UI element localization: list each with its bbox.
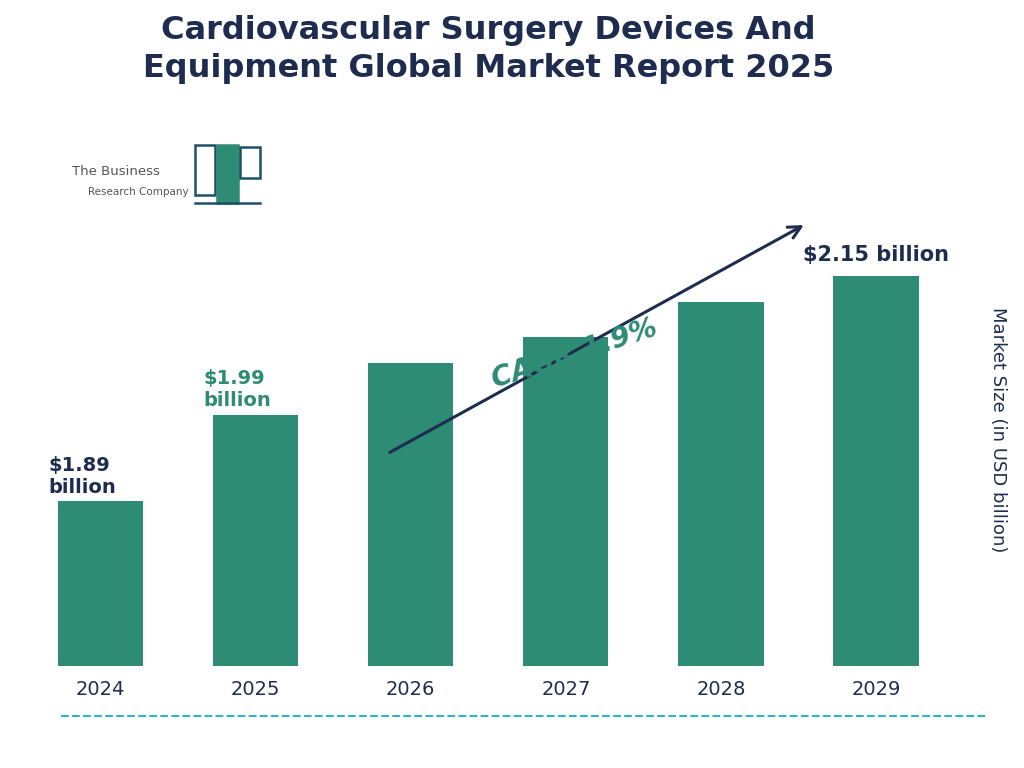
Bar: [195, 145, 215, 195]
Text: Market Size (in USD billion): Market Size (in USD billion): [989, 307, 1008, 553]
Bar: [213, 415, 298, 768]
Bar: [217, 145, 238, 204]
Bar: [678, 302, 764, 768]
Text: $1.99
billion: $1.99 billion: [204, 369, 271, 410]
Text: CAGR 1.9%: CAGR 1.9%: [488, 314, 660, 394]
Bar: [240, 147, 260, 178]
Bar: [834, 276, 919, 768]
Text: $2.15 billion: $2.15 billion: [803, 245, 949, 266]
Text: $1.89
billion: $1.89 billion: [48, 456, 116, 497]
Text: Research Company: Research Company: [88, 187, 188, 197]
Bar: [523, 336, 608, 768]
Text: The Business: The Business: [72, 165, 160, 178]
Bar: [57, 502, 143, 768]
Title: Cardiovascular Surgery Devices And
Equipment Global Market Report 2025: Cardiovascular Surgery Devices And Equip…: [142, 15, 834, 84]
Bar: [368, 362, 454, 768]
